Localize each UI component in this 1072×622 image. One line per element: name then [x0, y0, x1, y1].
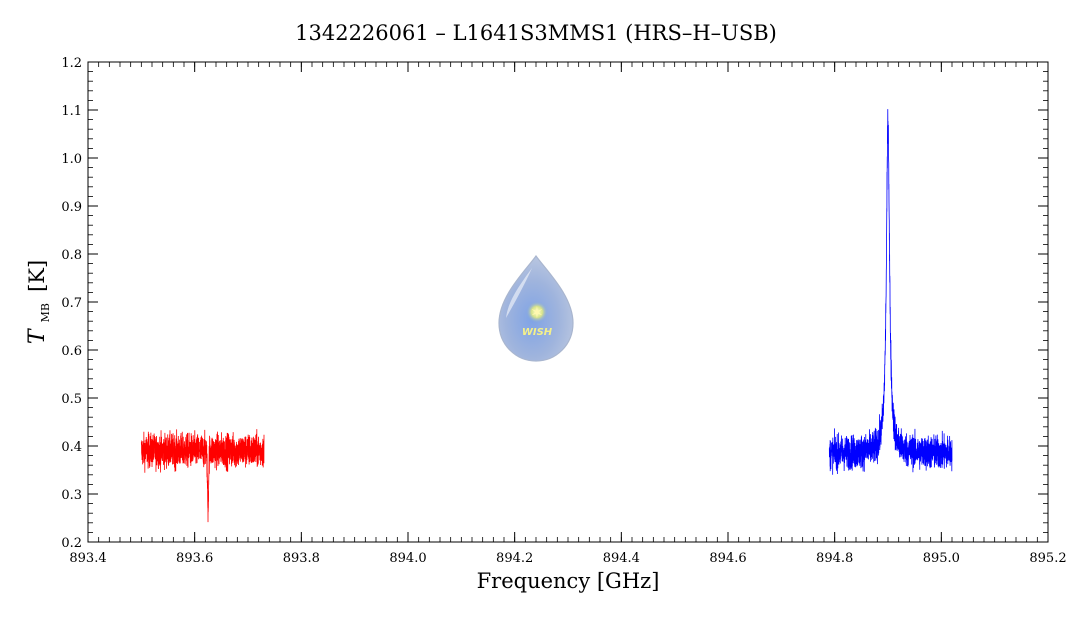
x-tick-label: 895.0 [923, 551, 960, 566]
series-layer [140, 109, 953, 523]
wish-star-glow [526, 301, 548, 323]
wish-logo-text: WISH [522, 327, 553, 338]
x-tick-label: 894.8 [816, 551, 853, 566]
x-tick-label: 894.2 [496, 551, 533, 566]
x-tick-label: 895.2 [1029, 551, 1066, 566]
ticks-layer: 893.4 893.6 893.8 894.0 894.2 894.4 894.6 894.8… [61, 56, 1066, 566]
chart-title: 1342226061 – L1641S3MMS1 (HRS–H–USB) [295, 21, 777, 45]
y-axis-label: T MB [K] [25, 260, 53, 344]
y-tick-label: 0.5 [61, 392, 82, 407]
wish-logo: ✶ WISH [498, 254, 574, 362]
y-tick-label: 0.4 [61, 440, 82, 455]
y-tick-label: 0.7 [61, 296, 82, 311]
x-tick-label: 893.8 [283, 551, 320, 566]
plot-frame [87, 61, 1049, 543]
y-tick-label: 0.3 [61, 488, 82, 503]
x-tick-label: 894.4 [603, 551, 640, 566]
y-tick-label: 0.6 [61, 344, 82, 359]
spectrum-series-1 [140, 429, 265, 523]
x-tick-label: 894.0 [389, 551, 426, 566]
y-tick-label: 0.8 [61, 248, 82, 263]
x-tick-label: 893.6 [176, 551, 213, 566]
y-tick-label: 0.9 [61, 200, 82, 215]
spectrum-series-2 [828, 109, 953, 475]
x-axis-label: Frequency [GHz] [477, 569, 660, 593]
y-axis-label-symbol: T [25, 327, 50, 344]
svg-text:T MB [K]: T MB [K] [25, 260, 53, 344]
y-axis-label-unit: [K] [25, 260, 49, 292]
x-tick-label: 893.4 [69, 551, 106, 566]
y-axis-label-subscript: MB [39, 303, 52, 322]
y-tick-label: 1.2 [61, 56, 82, 71]
x-tick-label: 894.6 [709, 551, 746, 566]
y-tick-label: 1.1 [61, 104, 82, 119]
wish-star-icon: ✶ [530, 303, 543, 322]
y-tick-label: 1.0 [61, 152, 82, 167]
y-tick-label: 0.2 [61, 536, 82, 551]
wish-drop-highlight [506, 268, 532, 318]
